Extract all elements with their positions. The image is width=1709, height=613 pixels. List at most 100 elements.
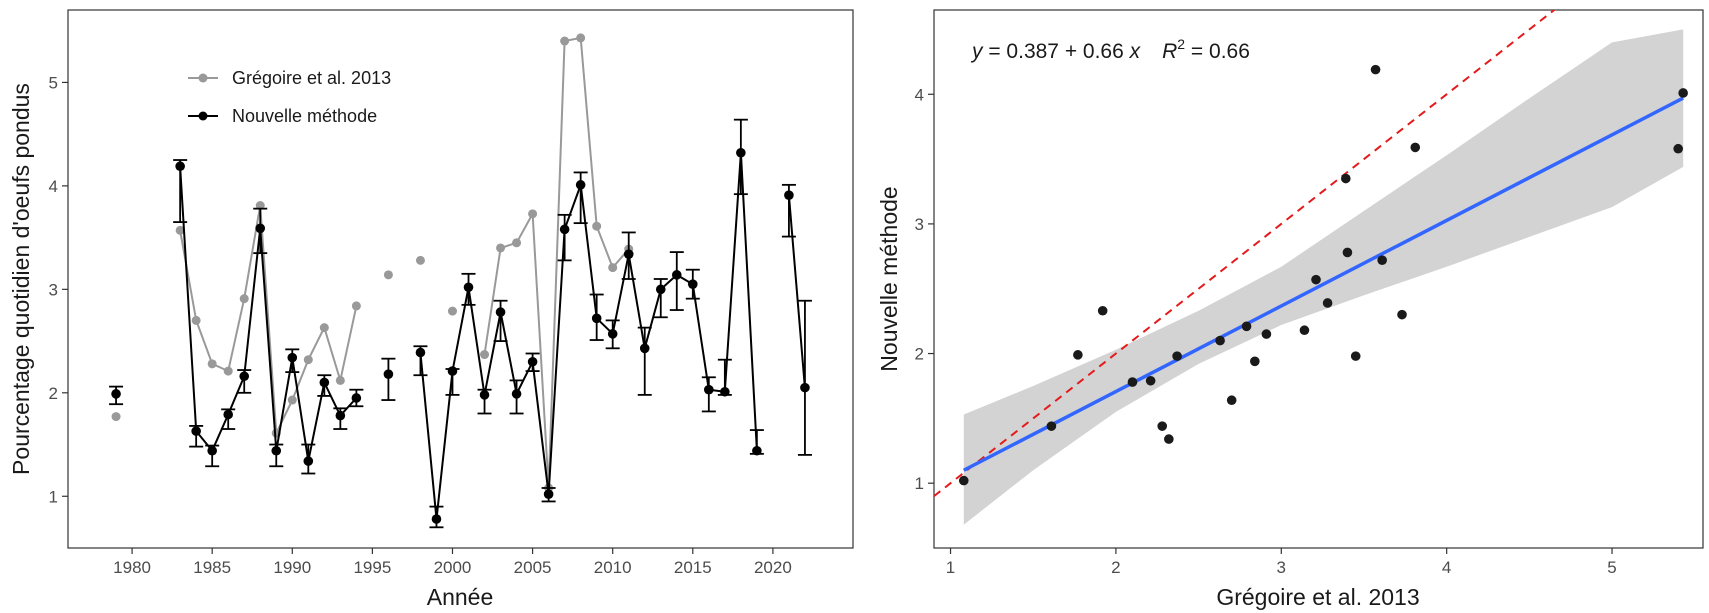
- gregoire-point-2000: [447, 306, 457, 316]
- legend-label-nouvelle: Nouvelle méthode: [232, 106, 377, 126]
- regression-equation: y = 0.387 + 0.66 x R2 = 0.66: [970, 36, 1250, 63]
- legend-marker-nouvelle: [198, 111, 208, 121]
- y-tick-label-2: 2: [915, 345, 924, 364]
- x-tick-label-1995: 1995: [353, 558, 391, 577]
- nouvelle-point-2015: [687, 279, 698, 289]
- nouvelle-point-1987: [239, 371, 250, 382]
- nouvelle-point-2000: [447, 366, 458, 376]
- nouvelle-point-1989: [271, 445, 282, 456]
- gregoire-point-1979: [111, 412, 121, 422]
- right-y-axis: 1 2 3 4: [915, 85, 934, 493]
- scatter-point-25: [1678, 88, 1688, 98]
- scatter-point-22: [1397, 309, 1407, 320]
- nouvelle-point-1986: [223, 409, 234, 420]
- error-bar-1996: [381, 357, 396, 401]
- scatter-point-20: [1370, 64, 1381, 75]
- nouvelle-point-2002: [479, 390, 490, 400]
- y-tick-label-4: 4: [915, 85, 924, 104]
- x-tick-label-2005: 2005: [514, 558, 552, 577]
- nouvelle-point-2001: [463, 282, 474, 293]
- gregoire-point-2005: [528, 209, 538, 219]
- gregoire-point-1987: [239, 294, 249, 304]
- eq-y: y: [970, 40, 984, 63]
- error-bar-2007: [557, 213, 572, 262]
- nouvelle-point-2007: [559, 224, 570, 235]
- scatter-point-8: [1172, 351, 1182, 361]
- scatter-point-3: [1097, 305, 1108, 316]
- x-tick-label-2: 2: [1111, 558, 1120, 577]
- scatter-point-15: [1311, 274, 1321, 285]
- scatter-point-12: [1250, 356, 1260, 367]
- left-plot-panel: [67, 9, 854, 549]
- scatter-point-10: [1226, 395, 1237, 406]
- x-tick-label-3: 3: [1277, 558, 1286, 577]
- nouvelle-point-2017: [720, 386, 730, 397]
- error-bar-2012: [637, 326, 652, 396]
- nouvelle-point-2018: [736, 147, 746, 158]
- gregoire-point-2003: [496, 243, 506, 253]
- y-tick-label-4: 4: [49, 177, 58, 196]
- nouvelle-point-2012: [639, 343, 650, 354]
- left-x-axis-title: Année: [427, 584, 494, 610]
- right-x-axis-title: Grégoire et al. 2013: [1216, 584, 1419, 610]
- right-x-axis: 1 2 3 4 5: [946, 548, 1617, 577]
- regression-line: [962, 96, 1684, 472]
- gregoire-point-1984: [191, 315, 201, 325]
- error-bar-2022: [797, 299, 812, 456]
- nouvelle-point-1985: [207, 445, 217, 456]
- gregoire-point-1983: [175, 225, 185, 235]
- gregoire-point-1992: [319, 323, 329, 333]
- eq-body: = 0.387 + 0.66: [983, 40, 1130, 63]
- nouvelle-point-1979: [111, 389, 121, 399]
- y-tick-label-5: 5: [49, 73, 58, 92]
- scatter-point-5: [1145, 375, 1156, 386]
- scatter-point-21: [1377, 255, 1387, 266]
- gregoire-point-1991: [303, 355, 313, 365]
- nouvelle-point-1999: [431, 514, 442, 524]
- scatter-point-19: [1350, 351, 1361, 361]
- gregoire-point-1994: [351, 301, 361, 311]
- nouvelle-point-1993: [335, 410, 346, 421]
- y-tick-label-2: 2: [49, 384, 58, 403]
- scatter-point-16: [1322, 298, 1333, 308]
- gregoire-point-2002: [480, 350, 490, 360]
- nouvelle-point-2003: [495, 307, 506, 317]
- nouvelle-point-2004: [511, 389, 522, 399]
- legend-marker-gregoire: [198, 73, 208, 83]
- scatter-point-6: [1157, 421, 1168, 431]
- x-tick-label-1990: 1990: [273, 558, 311, 577]
- gregoire-point-1990: [287, 395, 297, 405]
- x-tick-label-5: 5: [1607, 558, 1616, 577]
- nouvelle-point-2019: [752, 445, 762, 456]
- scatter-point-4: [1127, 377, 1138, 387]
- y-tick-label-1: 1: [49, 487, 58, 506]
- x-tick-label-2000: 2000: [434, 558, 472, 577]
- eq-r-value: = 0.66: [1185, 40, 1250, 63]
- series-nouvelle: [109, 118, 812, 529]
- gregoire-point-2009: [592, 221, 602, 231]
- scatter-point-11: [1241, 321, 1252, 332]
- left-chart: 1980 1985 1990 1995 2000 2005 2010 2015 2020 1 2 3…: [8, 9, 854, 610]
- gregoire-line-segment-5: [483, 36, 630, 489]
- nouvelle-point-1983: [175, 161, 185, 172]
- nouvelle-point-1994: [351, 393, 362, 403]
- nouvelle-point-2006: [543, 489, 554, 500]
- y-tick-label-3: 3: [49, 280, 58, 299]
- x-tick-label-1980: 1980: [113, 558, 151, 577]
- gregoire-point-1986: [223, 366, 233, 376]
- y-tick-label-3: 3: [915, 215, 924, 234]
- nouvelle-point-1996: [383, 369, 394, 379]
- gregoire-point-1998: [415, 255, 425, 265]
- nouvelle-point-1984: [191, 426, 201, 436]
- nouvelle-point-2016: [704, 384, 714, 395]
- scatter-point-9: [1215, 335, 1225, 346]
- nouvelle-line-segment-4: [787, 195, 806, 388]
- nouvelle-point-1988: [255, 223, 266, 234]
- gregoire-line-segment-1: [179, 205, 358, 438]
- x-tick-label-2020: 2020: [754, 558, 792, 577]
- nouvelle-point-2010: [607, 329, 618, 339]
- x-tick-label-1985: 1985: [193, 558, 231, 577]
- nouvelle-point-1990: [287, 352, 298, 363]
- x-tick-label-2015: 2015: [674, 558, 712, 577]
